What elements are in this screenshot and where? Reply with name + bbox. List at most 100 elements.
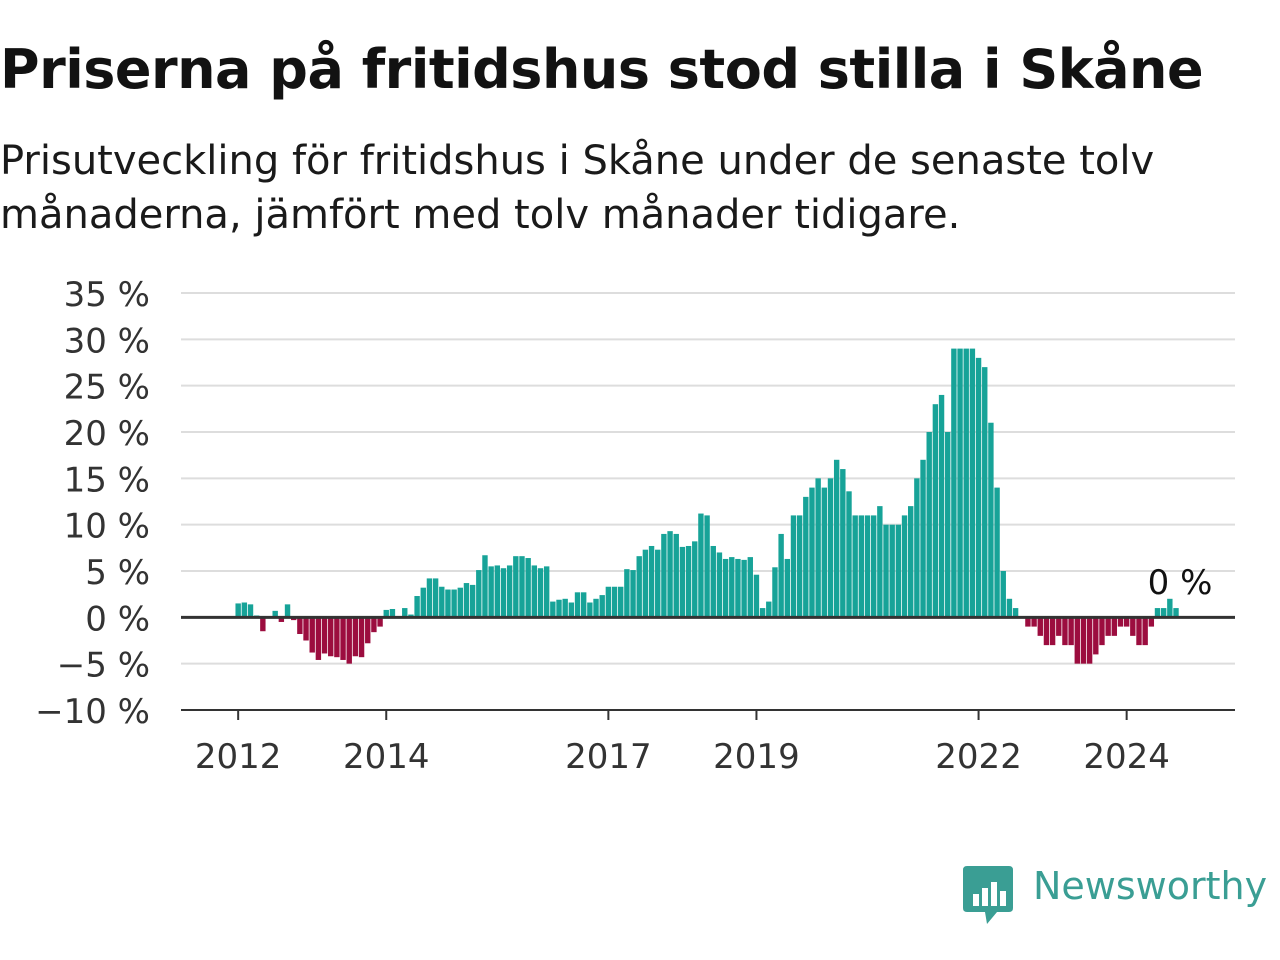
bar [982, 367, 988, 618]
bar [272, 610, 278, 618]
bar [994, 487, 1000, 618]
x-tick-label: 2017 [565, 737, 652, 777]
last-value-label: 0 % [1148, 563, 1213, 603]
y-tick-label: 30 % [64, 321, 150, 361]
bar [247, 604, 254, 618]
bar [457, 587, 463, 618]
brand-name: Newsworthy [1033, 864, 1268, 908]
bar [1117, 617, 1124, 627]
bar [840, 469, 846, 618]
bar [420, 587, 426, 618]
bar [346, 617, 352, 664]
bar [451, 589, 457, 618]
bar [241, 602, 248, 618]
bar [1093, 617, 1099, 655]
bar [1000, 571, 1006, 618]
bar [1012, 608, 1019, 618]
bar [729, 557, 735, 618]
bar [636, 556, 642, 618]
bar [704, 515, 710, 618]
bar [389, 608, 396, 618]
annotations: 0 % [1148, 563, 1213, 603]
bar [328, 617, 334, 657]
bar [260, 617, 266, 632]
bar [889, 524, 895, 618]
bar [920, 459, 926, 618]
bar [580, 592, 587, 618]
bar [815, 478, 821, 618]
bar [648, 545, 655, 618]
bar [1111, 617, 1118, 636]
bar [1043, 617, 1050, 646]
bar [1130, 617, 1136, 636]
bar [383, 609, 389, 618]
bar [587, 602, 593, 618]
bar [908, 506, 914, 618]
bar [618, 586, 624, 618]
y-axis-labels: −10 % −5 % 0 % 5 % 10 % 15 % 20 % 25 % 30 % 35 % [35, 275, 150, 732]
bar [439, 586, 445, 618]
y-tick-label: −10 % [35, 692, 150, 732]
bar [969, 348, 976, 618]
bar [883, 524, 889, 618]
bar [710, 545, 716, 618]
bar [655, 549, 661, 618]
bar [1006, 598, 1013, 618]
bar [877, 506, 883, 618]
bar [661, 533, 667, 618]
bar [315, 617, 322, 660]
bar [766, 601, 772, 618]
x-tick-label: 2024 [1083, 737, 1170, 777]
bar [809, 487, 815, 618]
bar [901, 515, 908, 618]
bar [556, 599, 562, 618]
bar [716, 552, 723, 618]
chart-title: Priserna på fritidshus stod stilla i Skå… [0, 38, 1204, 101]
bar [402, 608, 408, 618]
bar [796, 515, 803, 618]
bar [698, 513, 704, 618]
bar [605, 586, 612, 618]
y-tick-label: 20 % [64, 414, 150, 454]
bar [741, 559, 747, 618]
bar [957, 348, 963, 618]
bar [414, 596, 420, 618]
bar [963, 348, 969, 618]
bar [371, 617, 377, 633]
bar [525, 558, 531, 618]
bar [537, 568, 544, 618]
bar [494, 565, 501, 618]
bar [352, 617, 359, 657]
bar [951, 348, 957, 618]
bar [870, 515, 877, 618]
bar [500, 568, 507, 618]
bar [531, 565, 538, 618]
bar [574, 592, 581, 618]
x-tick-label: 2019 [713, 737, 800, 777]
bar [476, 570, 482, 618]
bar [667, 531, 673, 618]
bar [1074, 617, 1080, 664]
bar [1148, 617, 1155, 627]
bar [377, 617, 383, 627]
bar [833, 459, 840, 618]
bar [309, 617, 315, 653]
x-tick-label: 2022 [935, 737, 1022, 777]
y-tick-label: 15 % [64, 460, 150, 500]
bar [827, 478, 834, 618]
bar [1173, 608, 1179, 618]
bar [846, 491, 852, 618]
axes [181, 615, 1235, 711]
bar [469, 584, 476, 618]
bar [852, 515, 858, 618]
bar [611, 586, 618, 618]
bar [568, 602, 575, 618]
bar [895, 524, 902, 618]
bar [1154, 608, 1161, 618]
bar [747, 557, 753, 618]
bar [235, 603, 241, 618]
y-tick-label: 10 % [64, 507, 150, 547]
bar [630, 570, 636, 618]
bar [593, 598, 599, 618]
bar [1123, 617, 1130, 627]
